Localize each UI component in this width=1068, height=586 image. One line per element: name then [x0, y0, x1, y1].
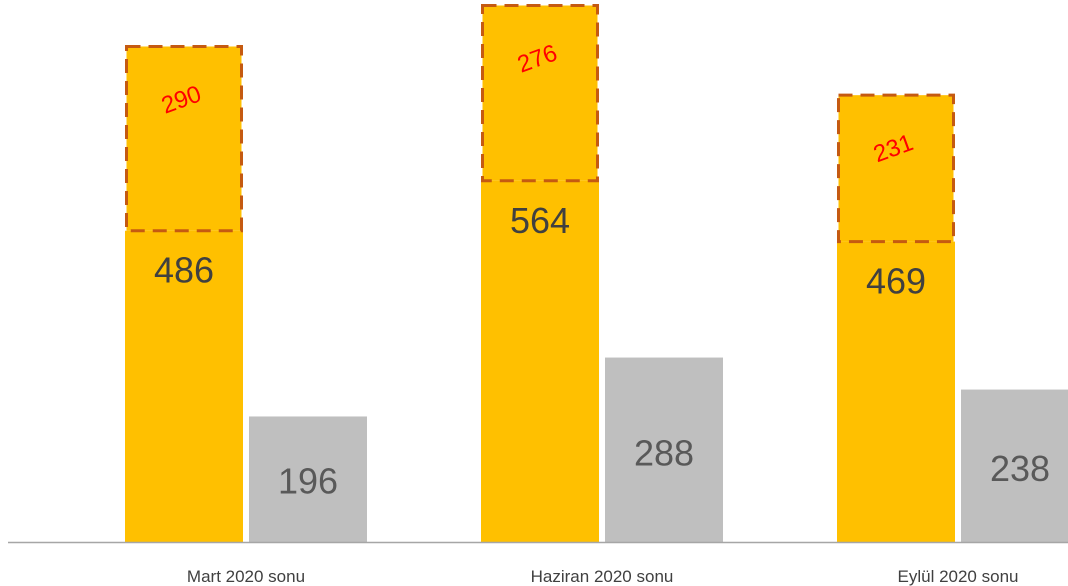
bar-extra-2: [837, 93, 955, 244]
bar-secondary-1: [605, 357, 723, 542]
value-label-primary-1: 564: [510, 200, 570, 241]
bar-primary-0: [125, 230, 243, 542]
bar-primary-1: [481, 180, 599, 542]
value-label-primary-2: 469: [866, 261, 926, 302]
bar-primary-2: [837, 241, 955, 542]
value-label-primary-0: 486: [154, 250, 214, 291]
value-label-secondary-0: 196: [278, 461, 338, 502]
bar-extra-1: [481, 4, 599, 183]
bar-extra-0: [125, 44, 243, 233]
bar-secondary-2: [961, 389, 1068, 542]
bars-layer: [125, 4, 1068, 542]
value-label-secondary-1: 288: [634, 432, 694, 473]
category-label-1: Haziran 2020 sonu: [531, 567, 674, 586]
value-label-secondary-2: 238: [990, 448, 1050, 489]
category-labels: Mart 2020 sonu Haziran 2020 sonu Eylül 202…: [187, 567, 1019, 586]
category-label-2: Eylül 2020 sonu: [898, 567, 1019, 586]
category-label-0: Mart 2020 sonu: [187, 567, 305, 586]
bar-secondary-0: [249, 416, 367, 542]
